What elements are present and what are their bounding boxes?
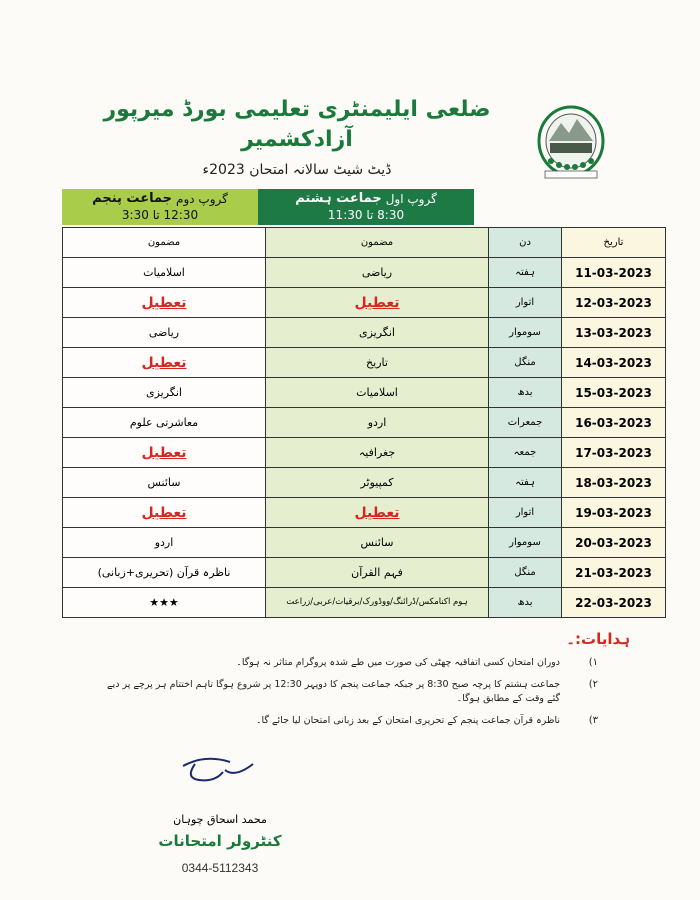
table-row: تعطیل تعطیل اتوار 19-03-2023 [62, 497, 666, 528]
group2-class: جماعت پنجم [92, 191, 173, 206]
table-row: معاشرتی علوم اردو جمعرات 16-03-2023 [62, 407, 666, 438]
table-row: اسلامیات ریاضی ہفتہ 11-03-2023 [62, 257, 666, 288]
group1-subject: ہوم اکنامکس/ڈرائنگ/ووڈورک/برقیات/عربی/زر… [265, 587, 489, 618]
table-row: تعطیل جغرافیہ جمعہ 17-03-2023 [62, 437, 666, 468]
date-cell: 15-03-2023 [561, 377, 666, 408]
instruction-number: ۳) [588, 715, 598, 726]
day-cell: جمعرات [488, 407, 562, 438]
group1-header: گروپ اول جماعت ہشتم 8:30 تا 11:30 [258, 189, 474, 225]
date-cell: 12-03-2023 [561, 287, 666, 318]
group1-subject: کمپیوٹر [265, 467, 489, 498]
group1-subject: فہم القرآن [265, 557, 489, 588]
date-cell: 20-03-2023 [561, 527, 666, 558]
group1-subject: اردو [265, 407, 489, 438]
instructions-heading: ہدایات:۔ [566, 630, 630, 648]
board-logo-icon [537, 105, 605, 179]
table-row: سائنس کمپیوٹر ہفتہ 18-03-2023 [62, 467, 666, 498]
date-cell: 19-03-2023 [561, 497, 666, 528]
exam-schedule-table: مضمون مضمون دن تاریخ اسلامیات ریاضی ہفتہ 11… [62, 227, 666, 618]
board-title: ضلعی ایلیمنٹری تعلیمی بورڈ میرپور آزادکش… [103, 97, 491, 152]
table-row: اردو سائنس سوموار 20-03-2023 [62, 527, 666, 558]
instructions-list: ۱) دوران امتحان کسی اتفاقیہ چھٹی کی صورت … [62, 656, 638, 728]
day-cell: سوموار [488, 527, 562, 558]
document-body: ضلعی ایلیمنٹری تعلیمی بورڈ میرپور آزادکش… [62, 95, 666, 876]
group2-subject: ناظرہ قرآن (تحریری+زبانی) [62, 557, 266, 588]
group2-prefix: گروپ دوم [176, 192, 228, 206]
date-cell: 18-03-2023 [561, 467, 666, 498]
day-cell: بدھ [488, 377, 562, 408]
signer-designation: کنٹرولر امتحانات [158, 832, 282, 850]
date-cell: 13-03-2023 [561, 317, 666, 348]
header-day: دن [488, 227, 562, 258]
signature-block: محمد اسحاق چوہان کنٹرولر امتحانات 0344-5… [140, 752, 300, 876]
table-row: تعطیل تعطیل اتوار 12-03-2023 [62, 287, 666, 318]
signature-icon [182, 757, 254, 782]
day-cell: اتوار [488, 497, 562, 528]
date-cell: 11-03-2023 [561, 257, 666, 288]
group2-subject: ریاضی [62, 317, 266, 348]
group2-time: 12:30 تا 3:30 [121, 208, 199, 222]
instruction-item: ۱) دوران امتحان کسی اتفاقیہ چھٹی کی صورت … [62, 656, 638, 670]
group1-subject: اسلامیات [265, 377, 489, 408]
group2-subject: انگریزی [62, 377, 266, 408]
table-header-row: مضمون مضمون دن تاریخ [62, 227, 666, 258]
group1-time: 8:30 تا 11:30 [327, 208, 405, 222]
group2-subject: اردو [62, 527, 266, 558]
group1-subject: تاریخ [265, 347, 489, 378]
day-cell: منگل [488, 347, 562, 378]
group1-subject: جغرافیہ [265, 437, 489, 468]
instruction-text: ناظرہ قرآن جماعت پنجم کے تحریری امتحان ک… [255, 715, 560, 726]
group2-subject: معاشرتی علوم [62, 407, 266, 438]
day-cell: سوموار [488, 317, 562, 348]
header-date: تاریخ [561, 227, 666, 258]
table-row: تعطیل تاریخ منگل 14-03-2023 [62, 347, 666, 378]
group1-prefix: گروپ اول [385, 192, 437, 206]
instruction-item: ۲) جماعت ہشتم کا پرچہ صبح 8:30 پر جبکہ جم… [62, 678, 638, 706]
instruction-item: ۳) ناظرہ قرآن جماعت پنجم کے تحریری امتحان… [62, 714, 638, 728]
table-row: ریاضی انگریزی سوموار 13-03-2023 [62, 317, 666, 348]
instruction-text: جماعت ہشتم کا پرچہ صبح 8:30 پر جبکہ جماع… [107, 679, 560, 704]
group2-subject: ★★★ [62, 587, 266, 618]
group2-subject: تعطیل [62, 347, 266, 378]
group2-header: گروپ دوم جماعت پنجم 12:30 تا 3:30 [62, 189, 258, 225]
date-cell: 22-03-2023 [561, 587, 666, 618]
date-cell: 21-03-2023 [561, 557, 666, 588]
day-cell: بدھ [488, 587, 562, 618]
group-headers: گروپ دوم جماعت پنجم 12:30 تا 3:30 گروپ ا… [62, 189, 638, 225]
table-row: ناظرہ قرآن (تحریری+زبانی) فہم القرآن منگل 2… [62, 557, 666, 588]
instruction-number: ۱) [588, 657, 598, 668]
header-subject-group2: مضمون [62, 227, 266, 258]
day-cell: ہفتہ [488, 257, 562, 288]
group1-class: جماعت ہشتم [295, 191, 382, 206]
table-row: ★★★ ہوم اکنامکس/ڈرائنگ/ووڈورک/برقیات/عربی… [62, 587, 666, 618]
day-cell: اتوار [488, 287, 562, 318]
group2-subject: تعطیل [62, 437, 266, 468]
group1-subject: انگریزی [265, 317, 489, 348]
group1-subject: سائنس [265, 527, 489, 558]
date-cell: 17-03-2023 [561, 437, 666, 468]
date-cell: 16-03-2023 [561, 407, 666, 438]
group1-subject: ریاضی [265, 257, 489, 288]
group2-subject: اسلامیات [62, 257, 266, 288]
day-cell: منگل [488, 557, 562, 588]
group1-subject: تعطیل [265, 497, 489, 528]
contact-phone: 0344-5112343 [181, 861, 259, 875]
document-header: ضلعی ایلیمنٹری تعلیمی بورڈ میرپور آزادکش… [62, 95, 532, 181]
group1-subject: تعطیل [265, 287, 489, 318]
instruction-text: دوران امتحان کسی اتفاقیہ چھٹی کی صورت می… [236, 657, 560, 668]
day-cell: جمعہ [488, 437, 562, 468]
signer-name: محمد اسحاق چوہان [173, 813, 267, 826]
group2-subject: تعطیل [62, 287, 266, 318]
group2-subject: سائنس [62, 467, 266, 498]
header-subject-group1: مضمون [265, 227, 489, 258]
table-row: انگریزی اسلامیات بدھ 15-03-2023 [62, 377, 666, 408]
instruction-number: ۲) [588, 679, 598, 690]
day-cell: ہفتہ [488, 467, 562, 498]
date-sheet-subtitle: ڈیٹ شیٹ سالانہ امتحان 2023ء [202, 162, 392, 178]
date-cell: 14-03-2023 [561, 347, 666, 378]
group2-subject: تعطیل [62, 497, 266, 528]
